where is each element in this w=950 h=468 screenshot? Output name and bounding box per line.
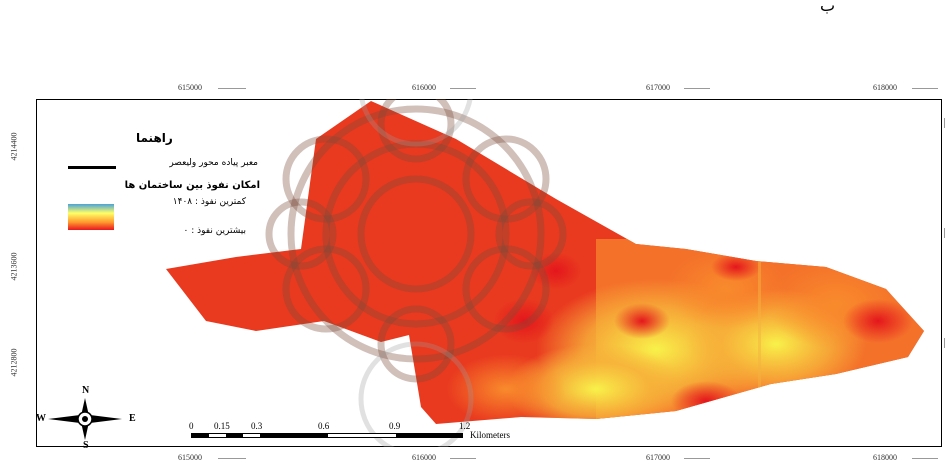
y-tick-2: 4213600 xyxy=(9,252,19,281)
legend-line-label: معبر پیاده محور ولیعصر xyxy=(169,158,258,168)
map-surface xyxy=(166,99,924,447)
scale-label-1: 0.15 xyxy=(214,421,230,431)
scale-label-4: 0.9 xyxy=(389,421,401,431)
legend-raster-heading: امکان نفوذ بین ساختمان ها xyxy=(124,180,260,191)
x-tick-bottom-2: 616000 xyxy=(412,453,436,462)
legend-line-swatch xyxy=(68,166,116,169)
watermark-outer xyxy=(358,99,474,447)
legend-title: راهنما xyxy=(136,131,173,145)
scale-label-3: 0.6 xyxy=(318,421,330,431)
legend-min-label: کمترین نفوذ : ۱۴۰۸ xyxy=(172,197,246,207)
y-tick-1: 4214400 xyxy=(9,132,19,161)
x-tick-bottom-4: 618000 xyxy=(873,453,897,462)
y-tick-3: 4212800 xyxy=(9,348,19,377)
scale-label-2: 0.3 xyxy=(251,421,263,431)
compass-n: N xyxy=(82,385,90,396)
x-tick-top-4: 618000 xyxy=(873,83,897,92)
compass-w: W xyxy=(36,413,46,424)
influence-raster xyxy=(166,101,924,424)
map-frame xyxy=(36,99,942,447)
scale-unit: Kilometers xyxy=(470,430,510,440)
compass-rose-icon xyxy=(48,398,122,440)
y-axis-right-ticks xyxy=(944,118,948,368)
watermark-pattern xyxy=(265,99,567,383)
x-tick-top-1: 615000 xyxy=(178,83,202,92)
x-tick-top-2: 616000 xyxy=(412,83,436,92)
legend-color-ramp xyxy=(68,204,114,230)
scale-label-5: 1.2 xyxy=(459,421,471,431)
header-mark: ب xyxy=(820,0,836,15)
x-tick-bottom-1: 615000 xyxy=(178,453,202,462)
legend-max-label: بیشترین نفوذ : ۰ xyxy=(183,226,246,236)
scale-bar-graphic xyxy=(191,433,463,438)
x-tick-bottom-3: 617000 xyxy=(646,453,670,462)
compass-e: E xyxy=(129,413,136,424)
scale-label-0: 0 xyxy=(189,421,194,431)
compass-s: S xyxy=(83,440,89,451)
x-tick-top-3: 617000 xyxy=(646,83,670,92)
